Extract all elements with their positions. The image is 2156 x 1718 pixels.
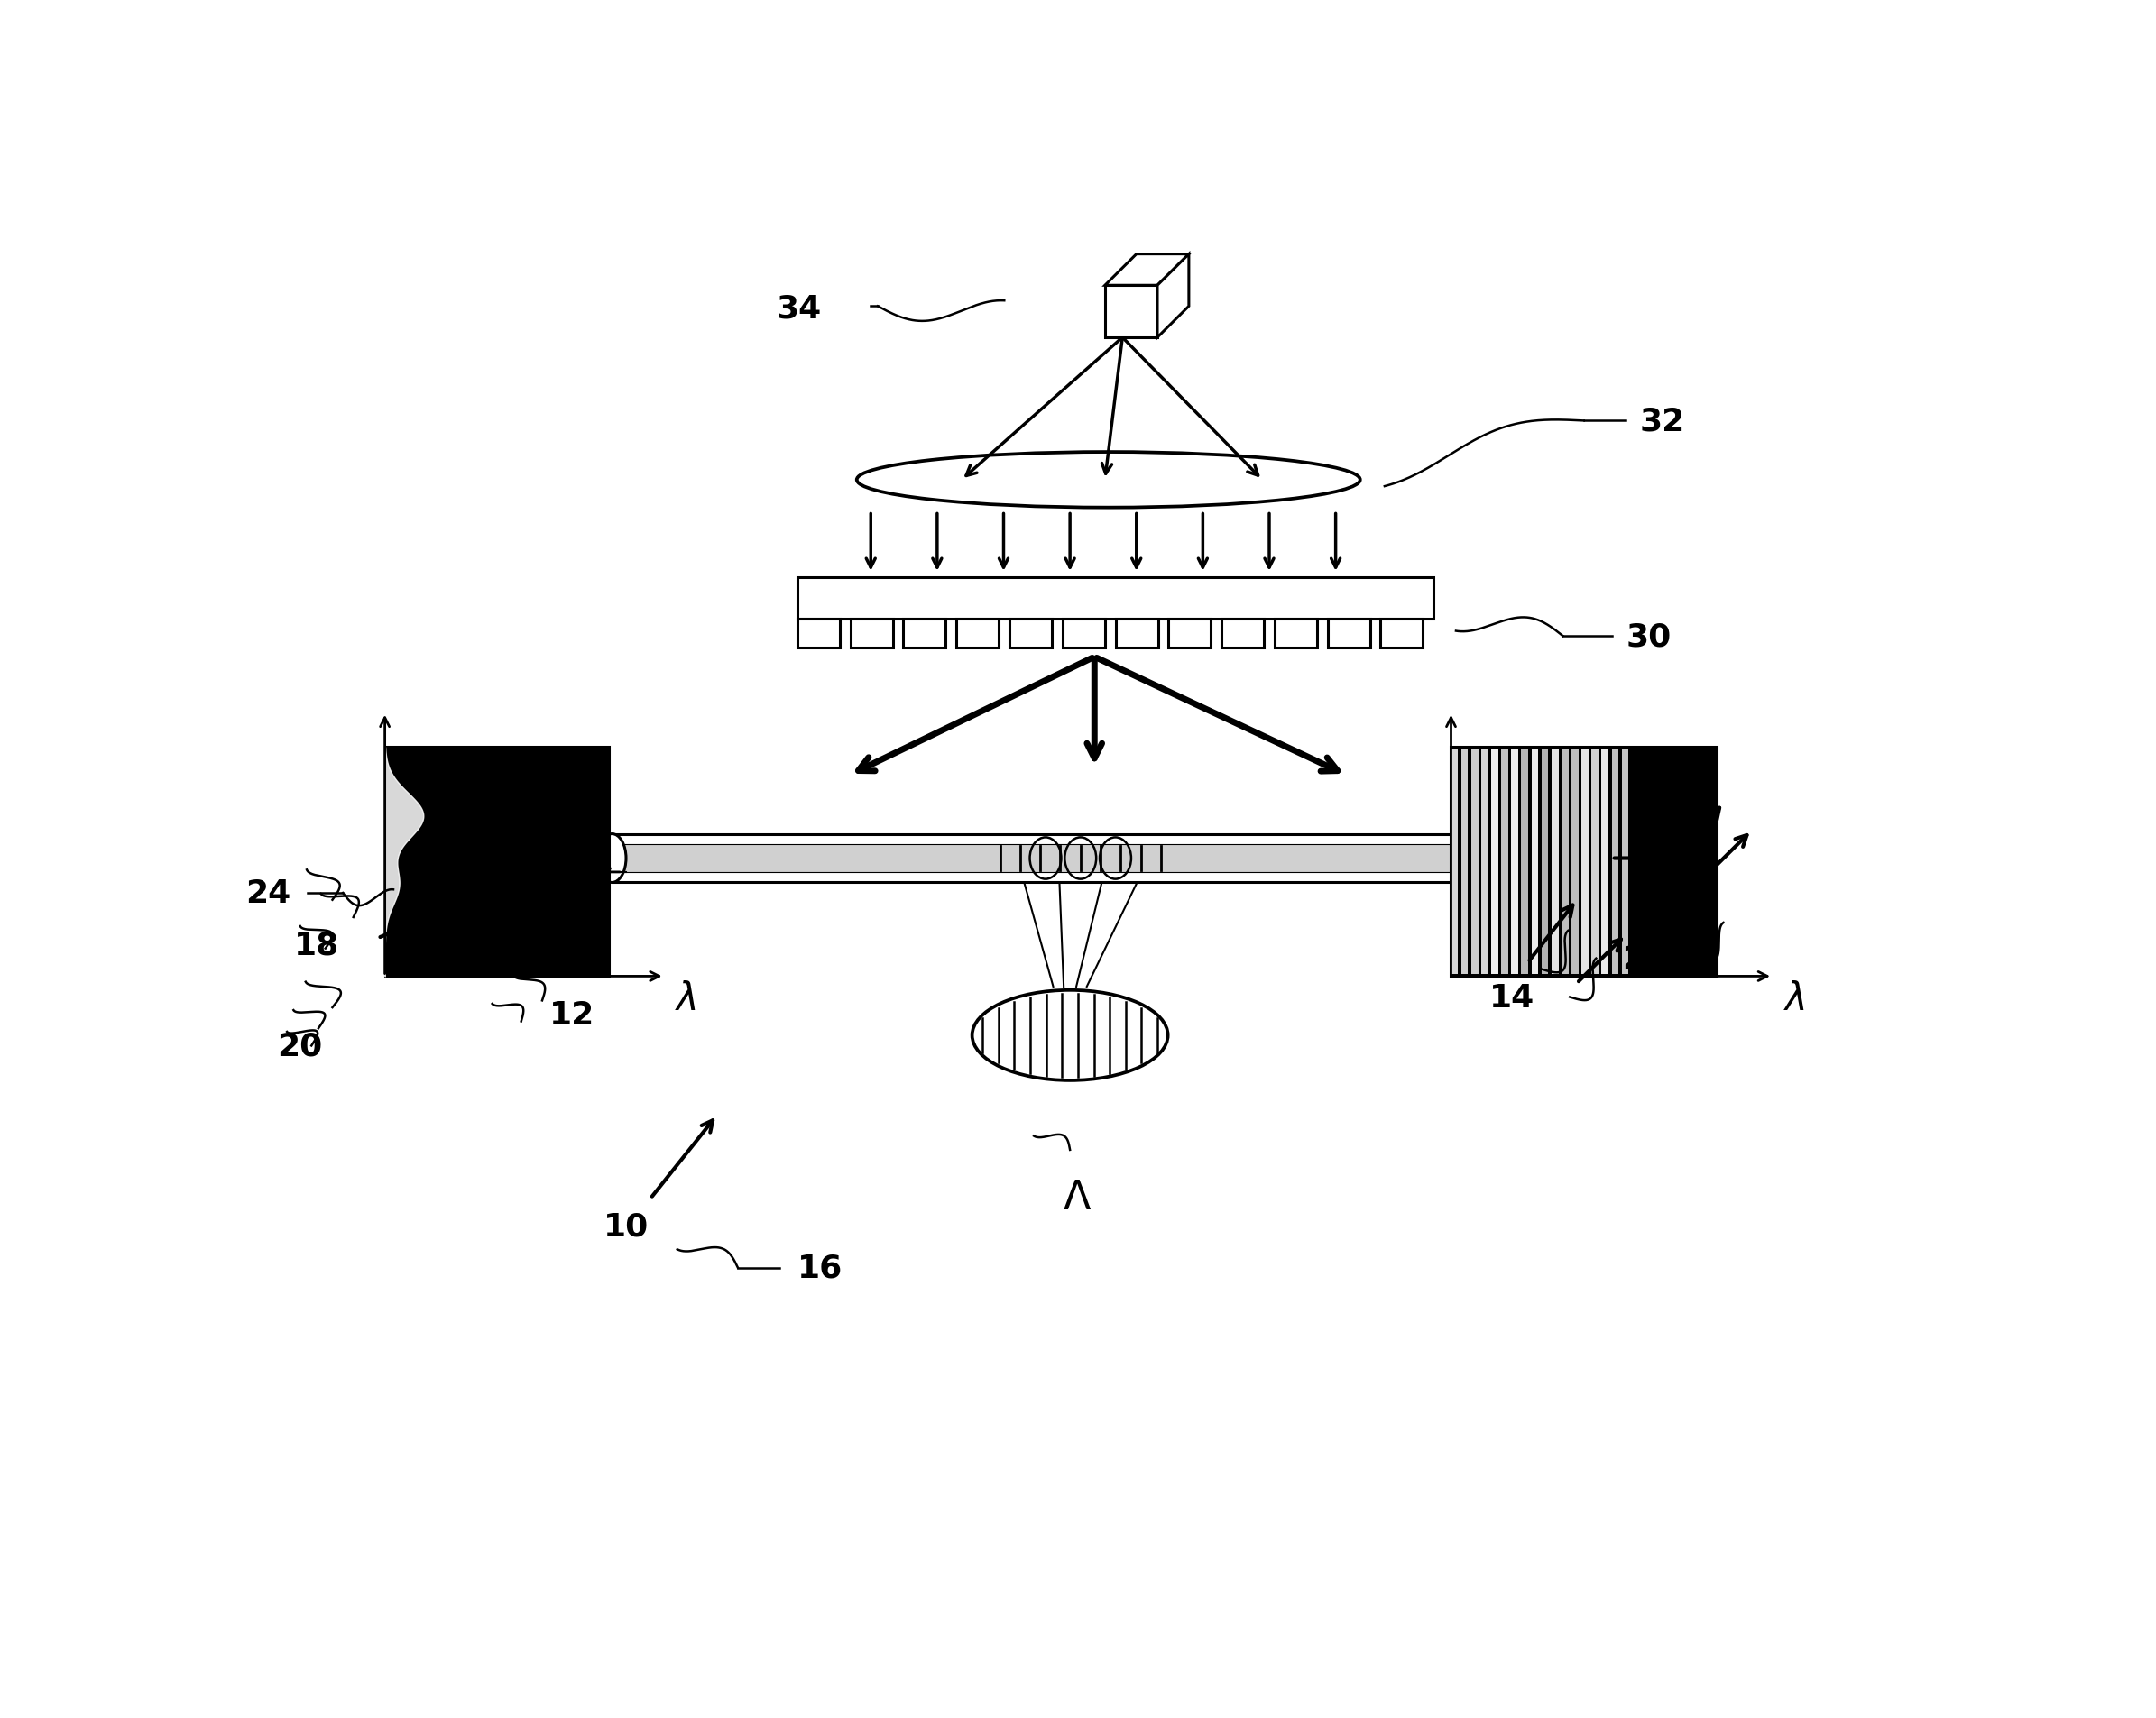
Text: 10: 10: [604, 1211, 649, 1242]
Polygon shape: [1522, 749, 1529, 974]
Polygon shape: [1451, 749, 1457, 974]
Polygon shape: [1572, 749, 1578, 974]
Polygon shape: [1380, 618, 1423, 648]
Polygon shape: [957, 618, 998, 648]
Polygon shape: [1552, 749, 1559, 974]
Polygon shape: [1542, 749, 1548, 974]
Text: 22: 22: [1623, 943, 1669, 974]
Text: 14: 14: [1490, 983, 1535, 1012]
Polygon shape: [1451, 747, 1716, 976]
Polygon shape: [1492, 749, 1498, 974]
Text: $\Lambda$: $\Lambda$: [1063, 1179, 1091, 1216]
Ellipse shape: [1593, 835, 1632, 883]
Text: 30: 30: [1626, 622, 1671, 651]
Polygon shape: [1611, 749, 1619, 974]
Polygon shape: [903, 618, 946, 648]
Polygon shape: [1470, 749, 1479, 974]
Text: 18: 18: [293, 929, 338, 960]
Polygon shape: [1621, 749, 1628, 974]
Polygon shape: [386, 747, 608, 976]
Polygon shape: [612, 835, 1613, 883]
Ellipse shape: [597, 835, 625, 883]
Text: 16: 16: [798, 1252, 843, 1283]
Polygon shape: [1462, 749, 1468, 974]
Polygon shape: [1115, 618, 1158, 648]
Text: $\lambda$: $\lambda$: [675, 979, 696, 1017]
Polygon shape: [1511, 749, 1518, 974]
Polygon shape: [1328, 618, 1369, 648]
Polygon shape: [1531, 749, 1539, 974]
Polygon shape: [1222, 618, 1263, 648]
Polygon shape: [1501, 749, 1509, 974]
Polygon shape: [1063, 618, 1104, 648]
Text: 34: 34: [776, 294, 821, 325]
Text: 24: 24: [246, 878, 291, 909]
Polygon shape: [1481, 749, 1488, 974]
Polygon shape: [798, 618, 839, 648]
Polygon shape: [849, 618, 893, 648]
Polygon shape: [1274, 618, 1317, 648]
Text: 20: 20: [276, 1031, 321, 1062]
Polygon shape: [1591, 749, 1598, 974]
Polygon shape: [798, 577, 1434, 618]
Polygon shape: [1169, 618, 1212, 648]
Text: $\lambda$: $\lambda$: [1783, 979, 1805, 1017]
Text: 12: 12: [550, 1000, 595, 1031]
Polygon shape: [1602, 749, 1608, 974]
Text: 32: 32: [1641, 405, 1686, 436]
Polygon shape: [1009, 618, 1052, 648]
Polygon shape: [1561, 749, 1567, 974]
Polygon shape: [1158, 254, 1188, 338]
Polygon shape: [1583, 749, 1589, 974]
Ellipse shape: [972, 991, 1169, 1081]
Polygon shape: [619, 845, 1604, 873]
Polygon shape: [1104, 285, 1158, 338]
Polygon shape: [1104, 254, 1188, 285]
Polygon shape: [1632, 749, 1716, 974]
